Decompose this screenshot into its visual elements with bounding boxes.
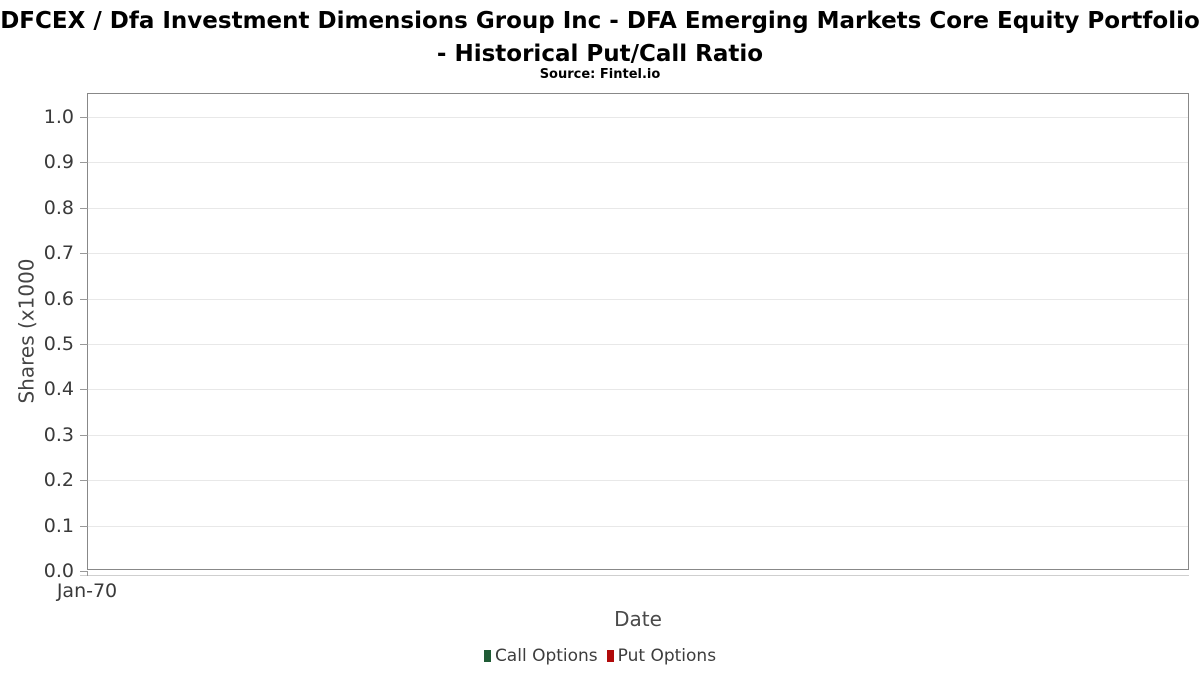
y-tick-mark [80,344,88,345]
y-tick-mark [80,162,88,163]
y-tick-label: 0.0 [43,560,74,582]
y-gridline [88,162,1188,163]
y-gridline [88,480,1188,481]
y-tick-label: 0.1 [43,515,74,537]
y-tick-label: 0.4 [43,378,74,400]
legend-item-put-options: Put Options [606,646,717,666]
y-gridline [88,526,1188,527]
legend-label-put-options: Put Options [617,646,717,666]
chart-title: DFCEX / Dfa Investment Dimensions Group … [0,8,1200,67]
y-gridline [88,117,1188,118]
y-gridline [88,253,1188,254]
x-tick-mark [87,571,88,576]
x-tick-label: Jan-70 [56,580,118,602]
y-tick-mark [80,299,88,300]
y-tick-mark [80,526,88,527]
put-options-swatch-icon [606,650,614,662]
y-tick-mark [80,208,88,209]
legend: Call Options Put Options [0,646,1200,666]
y-tick-label: 0.8 [43,197,74,219]
y-tick-mark [80,253,88,254]
y-tick-mark [80,571,88,572]
legend-label-call-options: Call Options [494,646,598,666]
y-gridline [88,299,1188,300]
call-options-swatch-icon [483,650,491,662]
x-axis-label: Date [614,607,662,631]
legend-item-call-options: Call Options [483,646,598,666]
y-tick-label: 0.5 [43,333,74,355]
y-tick-label: 0.3 [43,424,74,446]
y-tick-label: 0.9 [43,151,74,173]
y-gridline [88,389,1188,390]
x-axis-line [80,575,1189,576]
chart-source-subtitle: Source: Fintel.io [539,67,661,82]
y-gridline [88,208,1188,209]
y-tick-mark [80,389,88,390]
y-tick-mark [80,435,88,436]
y-gridline [88,435,1188,436]
y-tick-mark [80,117,88,118]
y-tick-label: 1.0 [43,106,74,128]
y-tick-label: 0.2 [43,469,74,491]
y-tick-mark [80,480,88,481]
y-gridline [88,344,1188,345]
y-tick-label: 0.6 [43,288,74,310]
y-tick-label: 0.7 [43,242,74,264]
plot-area: 0.0 0.1 0.2 0.3 0.4 0.5 0.6 0.7 0.8 0.9 1.0 [44,93,1189,582]
